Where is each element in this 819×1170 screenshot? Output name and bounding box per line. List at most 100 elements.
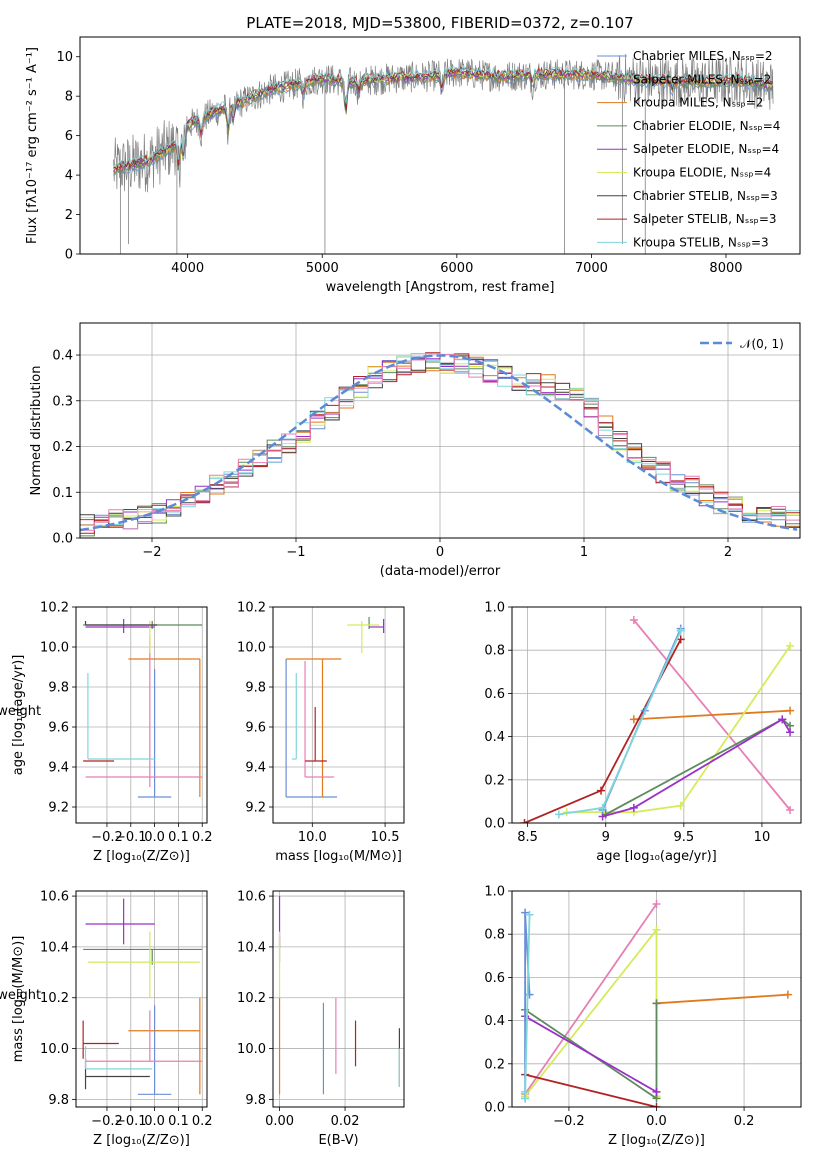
ebv-mass-plot-area [278, 896, 401, 1095]
age-weight-marker-0-0 [629, 615, 638, 624]
residual-hist-8 [80, 353, 800, 531]
z-weight-xtick-label: −0.2 [553, 1114, 585, 1129]
z-weight-xtick-label: 0.2 [734, 1114, 755, 1129]
age-weight-marker-0-1 [786, 806, 795, 815]
residuals-xtick-label: −1 [286, 545, 305, 560]
z-age-xtick-label: 0.1 [168, 830, 189, 845]
z-mass-ylabel: mass [log₁₀(M/M⊙)] [11, 936, 26, 1063]
z-weight-ytick-label: 0.4 [484, 1014, 505, 1029]
ebv-mass-xtick-label: 0.02 [331, 1114, 360, 1129]
age-weight-ytick-label: 0.8 [484, 644, 505, 659]
z-weight-marker-5-1 [652, 1103, 661, 1107]
residuals-ylabel: Normed distribution [29, 366, 44, 496]
legend-label-8: Kroupa STELIB, Nₛₛₚ=3 [633, 235, 769, 249]
age-weight-marker-4-3 [786, 728, 795, 737]
spectrum-xtick-label: 5000 [306, 261, 339, 276]
legend-label-7: Salpeter STELIB, Nₛₛₚ=3 [633, 212, 777, 226]
residuals-xtick-label: 2 [724, 545, 732, 560]
z-weight-line-5 [524, 1073, 657, 1107]
legend-label-6: Chabrier STELIB, Nₛₛₚ=3 [633, 189, 778, 203]
spectrum-ylabel: Flux [fλ10⁻¹⁷ erg cm⁻² s⁻¹ A⁻¹] [25, 47, 40, 244]
gaussian-legend-label: 𝒩(0, 1) [740, 337, 784, 351]
residuals-xtick-label: 1 [580, 545, 588, 560]
residuals-xtick-label: −2 [142, 545, 161, 560]
z-weight-xlabel: Z [log₁₀(Z/Z⊙)] [608, 1133, 705, 1148]
ebv-mass-ytick-label: 10.4 [237, 940, 266, 955]
legend-label-3: Chabrier ELODIE, Nₛₛₚ=4 [633, 119, 780, 133]
legend-label-2: Kroupa MILES, Nₛₛₚ=2 [633, 96, 763, 110]
z-weight-ytick-label: 0.8 [484, 928, 505, 943]
mass-age-ytick-label: 10.0 [237, 641, 266, 656]
z-weight-ytick-label: 0.0 [484, 1101, 505, 1116]
age-weight-marker-7-1 [598, 803, 607, 812]
age-weight-marker-4-1 [629, 803, 638, 812]
z-age-ytick-label: 9.4 [48, 761, 69, 776]
z-weight-marker-0-1 [652, 899, 661, 908]
z-weight-plot-area [521, 899, 792, 1107]
z-age-ytick-label: 9.6 [48, 721, 69, 736]
z-weight-ylabel: mass weight [0, 988, 41, 1003]
residuals-frame [79, 322, 801, 539]
mass-age-xlabel: mass [log₁₀(M/M⊙)] [275, 849, 402, 864]
mass-age-xtick-label: 10.0 [298, 830, 327, 845]
z-mass-ytick-label: 10.2 [40, 991, 69, 1006]
spectrum-ytick-label: 4 [65, 169, 73, 184]
age-weight-xtick-label: 10 [754, 830, 771, 845]
mass-age-xtick-label: 10.5 [371, 830, 400, 845]
z-weight-frame [511, 890, 802, 1108]
age-weight-line-3 [605, 718, 791, 816]
z-weight-xtick-label: 0.0 [646, 1114, 667, 1129]
mass-age-ytick-label: 10.2 [237, 601, 266, 616]
age-weight-marker-7-2 [676, 626, 685, 635]
z-age-ytick-label: 10.0 [40, 641, 69, 656]
spectrum-xtick-label: 6000 [440, 261, 473, 276]
legend-label-5: Kroupa ELODIE, Nₛₛₚ=4 [633, 166, 771, 180]
residuals-ytick-label: 0.2 [52, 440, 73, 455]
z-age-panel: −0.2−0.10.0 0.1 0.2 9.2 9.4 9.6 9.8 10.0 10.2 Z [… [11, 601, 213, 865]
z-mass-xtick-label: 0.1 [168, 1114, 189, 1129]
z-weight-ytick-label: 0.6 [484, 971, 505, 986]
spectrum-xlabel: wavelength [Angstrom, rest frame] [326, 280, 555, 295]
z-weight-marker-7-2 [521, 1087, 530, 1096]
spectrum-ytick-label: 2 [65, 208, 73, 223]
figure-title: PLATE=2018, MJD=53800, FIBERID=0372, z=0… [246, 14, 633, 32]
z-age-ytick-label: 9.8 [48, 681, 69, 696]
age-weight-ytick-label: 0.2 [484, 773, 505, 788]
residuals-ytick-label: 0.1 [52, 486, 73, 501]
z-age-xtick-label: −0.1 [115, 830, 147, 845]
age-weight-ylabel: mass weight [0, 704, 41, 719]
age-weight-line-5 [524, 638, 682, 823]
mass-age-ytick-label: 9.8 [245, 681, 266, 696]
spectrum-xtick-label: 8000 [709, 261, 742, 276]
mass-age-ytick-label: 9.2 [245, 801, 266, 816]
z-weight-ytick-label: 1.0 [484, 885, 505, 900]
spectrum-plot-area [113, 53, 774, 254]
age-weight-line-2 [566, 645, 791, 814]
age-weight-marker-4-2 [778, 715, 787, 724]
age-weight-xtick-label: 9 [602, 830, 610, 845]
spectrum-ytick-label: 8 [65, 90, 73, 105]
age-weight-line-4 [602, 718, 791, 818]
ebv-mass-xlabel: E(B-V) [318, 1133, 358, 1148]
z-mass-xtick-label: 0.2 [192, 1114, 213, 1129]
ebv-mass-ytick-label: 10.6 [237, 890, 266, 905]
spectrum-panel: 4000 5000 6000 7000 8000 0 2 4 6 8 10 wavelength [A… [25, 36, 801, 295]
age-weight-ytick-label: 0.6 [484, 687, 505, 702]
ebv-mass-frame [272, 890, 405, 1108]
z-mass-panel: −0.2−0.10.0 0.1 0.2 9.8 10.0 10.2 10.4 10.6 Z [l… [11, 890, 213, 1148]
z-weight-marker-2-1 [783, 990, 792, 999]
spectrum-ytick-label: 0 [65, 248, 73, 263]
age-weight-marker-5-0 [520, 819, 529, 823]
mass-age-ytick-label: 9.6 [245, 721, 266, 736]
z-weight-ytick-label: 0.2 [484, 1057, 505, 1072]
age-weight-panel: 8.5 9 9.5 10 0.0 0.2 0.4 0.6 0.8 1.0 age [log₁₀(ag… [0, 601, 802, 864]
z-mass-xtick-label: 0.0 [144, 1114, 165, 1129]
z-weight-panel: −0.2 0.0 0.2 0.0 0.2 0.4 0.6 0.8 1.0 Z [log₁₀(Z/Z… [0, 885, 802, 1148]
age-weight-ytick-label: 0.0 [484, 817, 505, 832]
age-weight-ytick-label: 0.4 [484, 730, 505, 745]
z-mass-ytick-label: 9.8 [48, 1093, 69, 1108]
age-weight-frame [511, 606, 802, 824]
residuals-xlabel: (data-model)/error [380, 564, 501, 579]
ebv-mass-ytick-label: 9.8 [245, 1093, 266, 1108]
